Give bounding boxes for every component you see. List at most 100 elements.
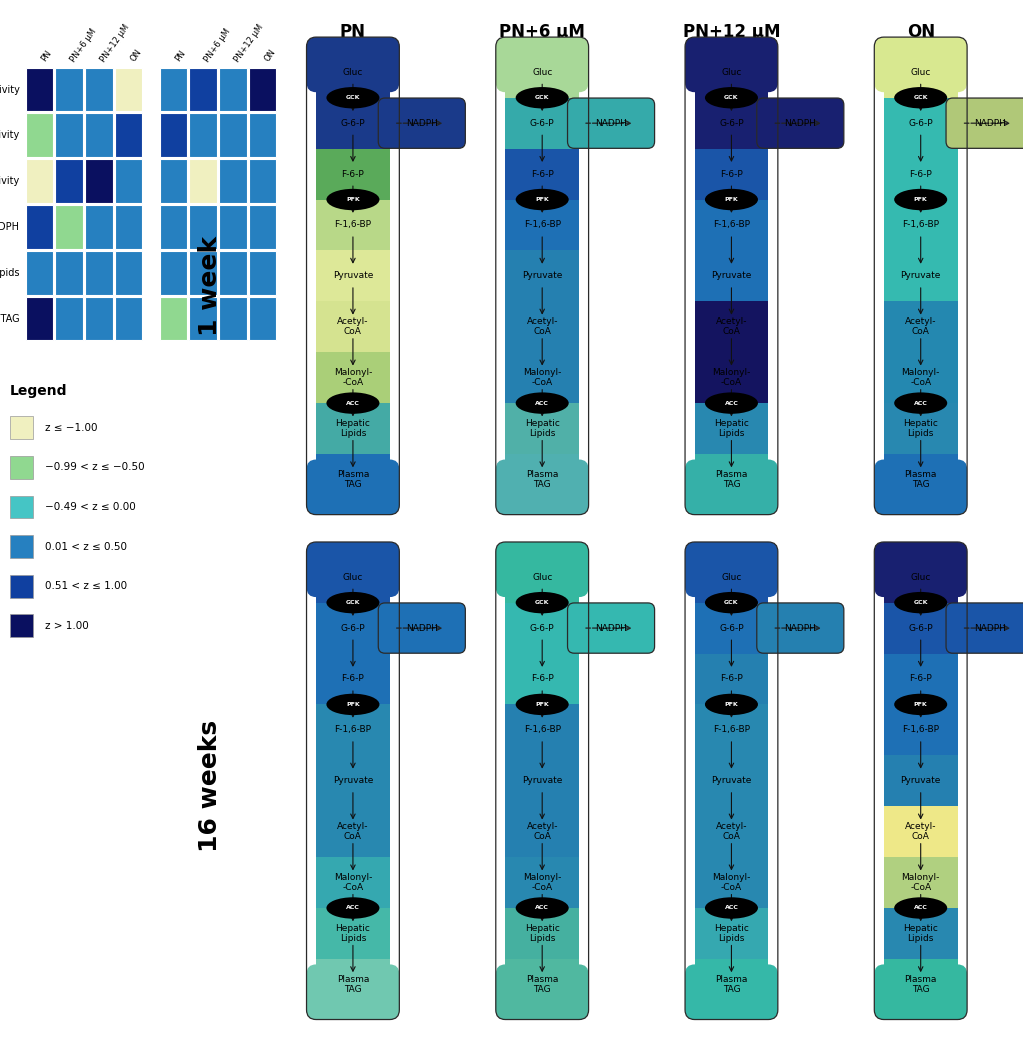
Text: Pyruvate: Pyruvate [522, 777, 563, 785]
Bar [160, 159, 187, 203]
Bar [55, 251, 83, 295]
Ellipse shape [705, 188, 758, 210]
Text: Hepatic
Lipids: Hepatic Lipids [714, 418, 749, 438]
Text: ACC: ACC [346, 401, 360, 406]
Bar [160, 68, 187, 111]
Text: PFK: PFK [346, 702, 360, 707]
Bar [160, 251, 187, 295]
Ellipse shape [516, 392, 569, 413]
Bar [884, 200, 958, 251]
Text: F-1,6-BP: F-1,6-BP [902, 221, 939, 229]
Text: GCK: GCK [535, 95, 549, 100]
Bar [189, 297, 217, 340]
FancyBboxPatch shape [496, 542, 588, 598]
Text: Malonyl-
-CoA: Malonyl- -CoA [712, 872, 751, 892]
FancyBboxPatch shape [307, 37, 399, 93]
Bar [85, 297, 113, 340]
Bar [884, 403, 958, 454]
Bar [505, 705, 579, 756]
Bar [10, 456, 33, 479]
Bar [695, 352, 768, 403]
Ellipse shape [894, 87, 947, 108]
Bar [316, 603, 390, 654]
Bar [695, 959, 768, 1010]
FancyBboxPatch shape [685, 964, 777, 1019]
Bar [26, 68, 53, 111]
Text: ON: ON [906, 23, 935, 41]
FancyBboxPatch shape [496, 459, 588, 514]
Text: NADPH: NADPH [785, 624, 816, 633]
Bar [189, 68, 217, 111]
Bar [249, 205, 276, 249]
Text: F-1,6-BP: F-1,6-BP [335, 726, 371, 734]
Bar [115, 297, 142, 340]
Bar [316, 705, 390, 756]
Bar [189, 159, 217, 203]
Text: PFK: PFK [535, 197, 549, 202]
Text: Pyruvate: Pyruvate [711, 777, 752, 785]
Ellipse shape [516, 693, 569, 715]
Text: Acetyl-
CoA: Acetyl- CoA [338, 822, 368, 841]
Bar [249, 68, 276, 111]
Bar [884, 857, 958, 908]
Text: PFK: PFK [724, 702, 739, 707]
Bar [884, 603, 958, 654]
Text: Plasma
TAG: Plasma TAG [904, 974, 937, 994]
Text: Plasma TAG: Plasma TAG [0, 313, 19, 324]
FancyBboxPatch shape [379, 98, 465, 148]
Text: z > 1.00: z > 1.00 [45, 620, 89, 631]
Bar [316, 857, 390, 908]
Text: Pyruvate: Pyruvate [522, 272, 563, 280]
Text: G-6-P: G-6-P [908, 119, 933, 128]
Bar [26, 251, 53, 295]
Text: Gluc: Gluc [343, 573, 363, 582]
FancyBboxPatch shape [875, 37, 967, 93]
Bar [316, 200, 390, 251]
FancyBboxPatch shape [875, 459, 967, 514]
Ellipse shape [516, 592, 569, 613]
Bar [316, 403, 390, 454]
Bar [316, 301, 390, 352]
Bar [505, 47, 579, 98]
Bar [695, 806, 768, 857]
Bar [505, 756, 579, 806]
Text: Gluc: Gluc [343, 68, 363, 77]
Ellipse shape [516, 87, 569, 108]
Bar [884, 454, 958, 505]
Bar [884, 654, 958, 705]
Bar [189, 205, 217, 249]
Text: Malonyl-
-CoA: Malonyl- -CoA [712, 367, 751, 387]
Text: G-6-P: G-6-P [530, 624, 554, 633]
Bar [55, 68, 83, 111]
Ellipse shape [516, 897, 569, 918]
Text: G-6-P: G-6-P [719, 119, 744, 128]
Bar [219, 113, 247, 157]
Bar [884, 47, 958, 98]
Bar [695, 908, 768, 959]
Bar [316, 806, 390, 857]
FancyBboxPatch shape [875, 542, 967, 598]
Text: NADPH: NADPH [595, 624, 627, 633]
Bar [115, 68, 142, 111]
Bar [55, 159, 83, 203]
Bar [219, 68, 247, 111]
Text: F-1,6-BP: F-1,6-BP [524, 221, 561, 229]
FancyBboxPatch shape [496, 37, 588, 93]
Bar [10, 614, 33, 637]
Text: Acetyl-
CoA: Acetyl- CoA [716, 318, 747, 336]
Text: F-6-P: F-6-P [531, 675, 553, 684]
Text: F-6-P: F-6-P [531, 170, 553, 179]
Text: ACC: ACC [914, 906, 928, 911]
FancyBboxPatch shape [379, 603, 465, 653]
Bar [695, 603, 768, 654]
Bar [10, 416, 33, 439]
Text: NADPH: NADPH [406, 119, 438, 128]
Bar [884, 959, 958, 1010]
Text: Malonyl-
-CoA: Malonyl- -CoA [333, 367, 372, 387]
Bar [505, 149, 579, 200]
Text: F-6-P: F-6-P [342, 675, 364, 684]
Bar [695, 251, 768, 301]
Text: Legend: Legend [10, 384, 68, 398]
Text: F-6-P: F-6-P [909, 675, 932, 684]
Bar [505, 654, 579, 705]
